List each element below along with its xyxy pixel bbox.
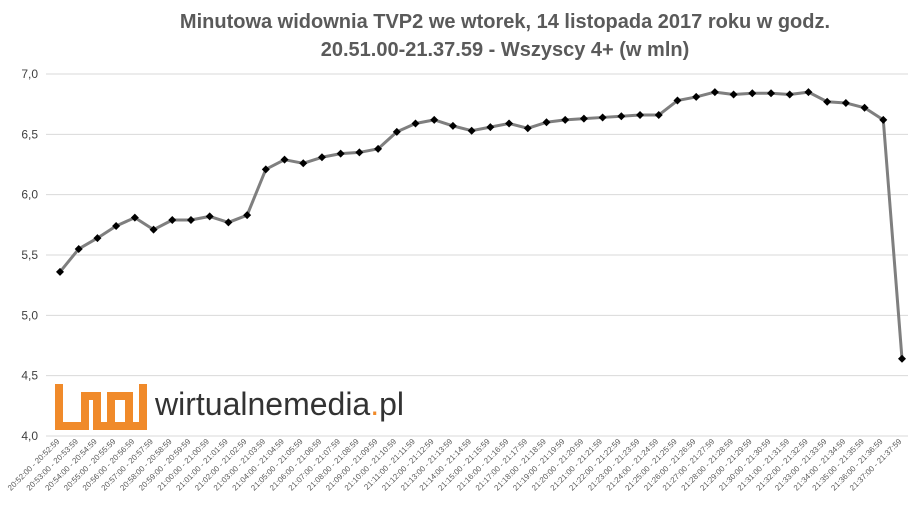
data-point — [205, 212, 214, 221]
data-point — [860, 103, 869, 112]
logo-brand-text: wirtualnemedia — [155, 386, 371, 422]
data-point — [317, 153, 326, 162]
y-axis: 7,0 6,5 6,0 5,5 5,0 4,5 4,0 — [21, 67, 38, 443]
data-point — [636, 111, 645, 120]
data-point — [823, 97, 832, 106]
wirtualnemedia-logo: wirtualnemedia.pl — [55, 380, 405, 430]
gridlines — [46, 73, 908, 437]
data-point — [617, 112, 626, 121]
data-point — [841, 98, 850, 107]
data-point — [186, 216, 195, 225]
y-tick-label: 6,0 — [21, 188, 38, 202]
data-point — [243, 211, 252, 220]
data-point — [523, 124, 532, 133]
logo-wordmark: wirtualnemedia.pl — [155, 386, 404, 423]
data-point — [467, 126, 476, 135]
data-point — [542, 118, 551, 127]
y-tick-label: 5,0 — [21, 308, 38, 322]
data-point — [392, 127, 401, 136]
data-point — [336, 149, 345, 158]
data-point — [748, 89, 757, 98]
logo-suffix-text: pl — [379, 386, 405, 422]
data-point — [224, 218, 233, 227]
data-point — [785, 90, 794, 99]
y-tick-label: 7,0 — [21, 67, 38, 81]
data-point — [149, 225, 158, 234]
data-point — [804, 88, 813, 97]
data-point — [56, 267, 64, 276]
data-point — [767, 89, 776, 98]
y-tick-label: 6,5 — [21, 127, 38, 141]
data-point — [430, 115, 439, 124]
y-tick-label: 4,5 — [21, 369, 38, 383]
series-line — [58, 90, 904, 359]
data-point — [355, 148, 364, 157]
data-point — [505, 119, 514, 128]
subtitle-line: 20.51.00-21.37.59 - Wszyscy 4+ (w mln) — [320, 39, 690, 61]
data-point — [579, 114, 588, 123]
logo-mark-icon — [55, 384, 147, 430]
data-point — [130, 213, 139, 222]
data-point — [261, 165, 270, 174]
data-point — [448, 121, 457, 130]
data-point — [112, 222, 121, 231]
data-point — [673, 96, 682, 105]
data-point — [898, 354, 906, 363]
chart-title: Minutowa widownia TVP2 we wtorek, 14 lis… — [120, 8, 890, 64]
data-point — [299, 159, 308, 168]
title-line: Minutowa widownia TVP2 we wtorek, 14 lis… — [179, 11, 831, 33]
data-point — [486, 123, 495, 132]
data-point — [93, 234, 102, 243]
data-point — [280, 155, 289, 164]
data-point — [561, 115, 570, 124]
logo-dot: . — [370, 386, 380, 422]
viewership-series — [56, 88, 906, 363]
data-point — [710, 88, 719, 97]
data-point — [729, 90, 738, 99]
y-tick-label: 4,0 — [21, 429, 38, 443]
data-point — [598, 113, 607, 122]
y-tick-label: 5,5 — [21, 248, 38, 262]
data-point — [654, 111, 663, 120]
data-point — [168, 216, 177, 225]
data-point — [74, 244, 83, 253]
data-point — [879, 115, 888, 124]
data-point — [411, 119, 420, 128]
data-point — [374, 144, 383, 153]
data-point — [692, 92, 701, 101]
